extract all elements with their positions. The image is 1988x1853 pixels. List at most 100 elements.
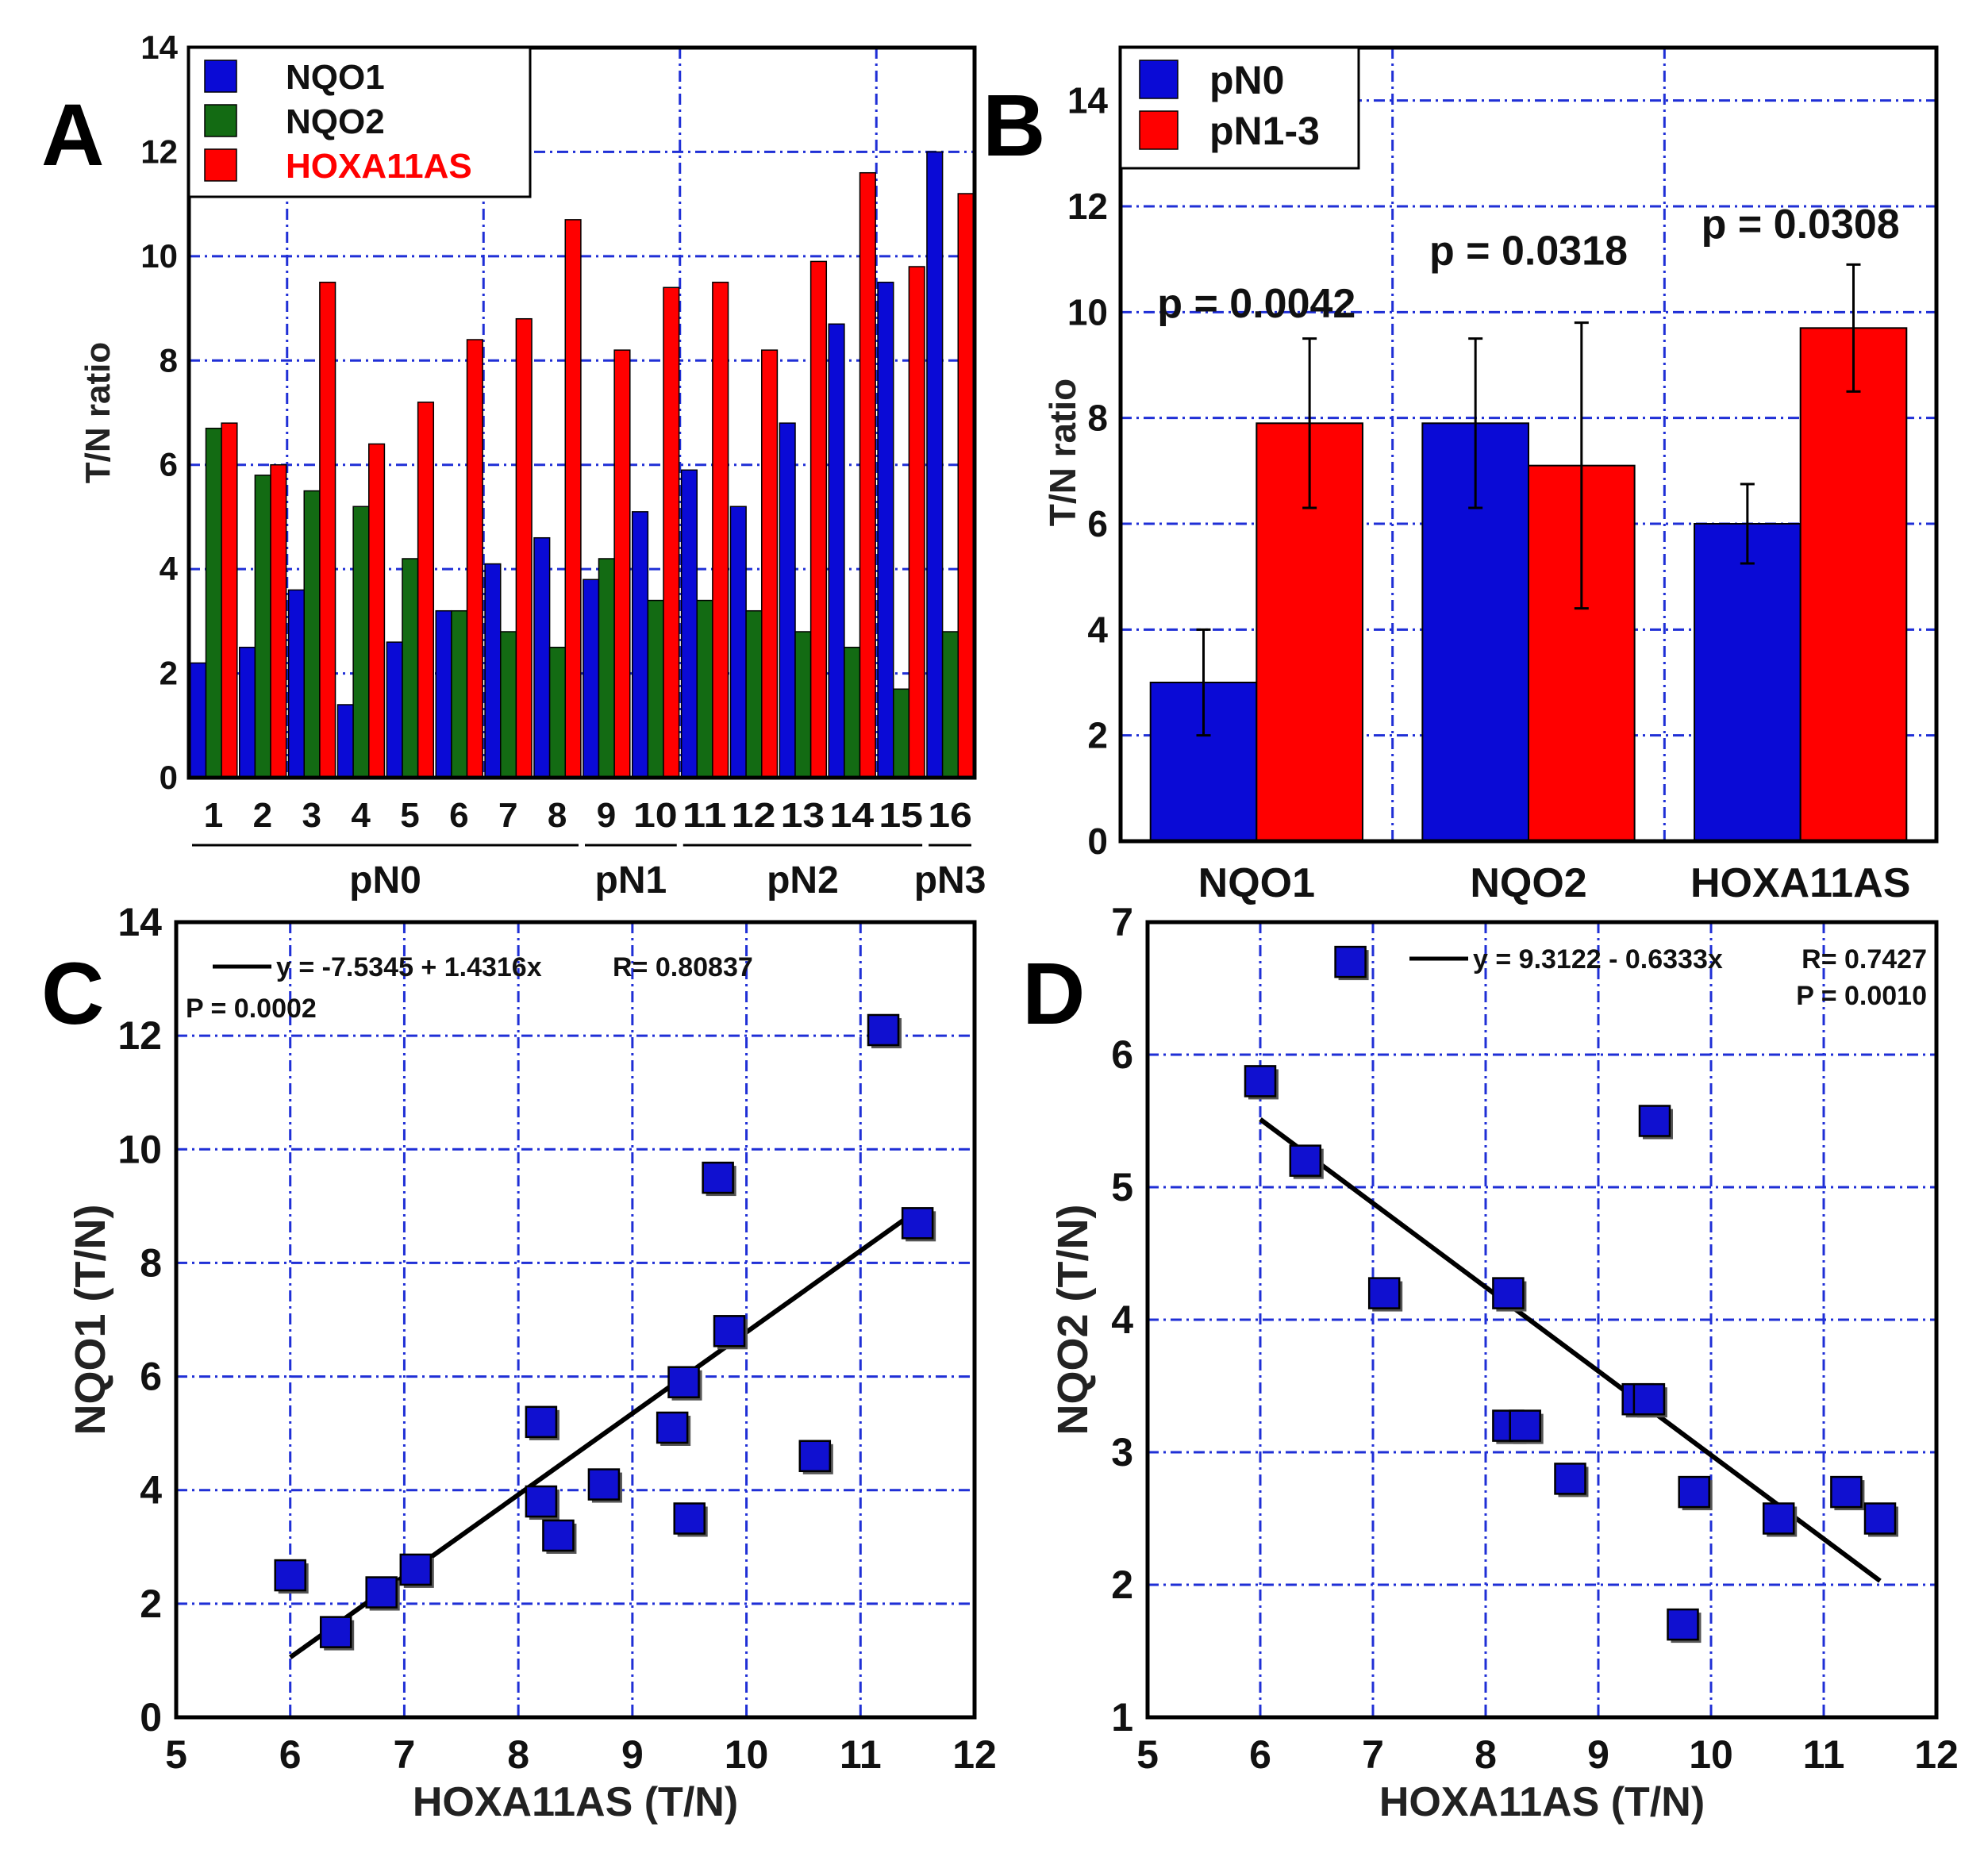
- panel-c-point: [587, 1468, 621, 1501]
- panel-a-category-label: 9: [597, 796, 616, 835]
- panel-a-bar-nqo1: [484, 563, 502, 778]
- panel-a-bar-nqo2: [647, 599, 664, 778]
- panel-a-bar-nqo1: [238, 646, 256, 778]
- panel-c-xtick: 12: [952, 1732, 997, 1777]
- panel-b-category-label: NQO1: [1198, 860, 1315, 906]
- panel-a-bar-hoxa11as: [809, 260, 828, 778]
- panel-d-xtick: 7: [1362, 1732, 1384, 1777]
- panel-b-bar-pn1-3: [1799, 327, 1908, 843]
- panel-a-bar-hoxa11as: [319, 281, 336, 778]
- panel-a-bar-nqo1: [386, 641, 403, 778]
- panel-c-point: [798, 1440, 832, 1473]
- panel-a-ytick: 0: [160, 759, 178, 796]
- panel-a-legend-swatch: [204, 148, 237, 182]
- panel-c-ytick: 12: [117, 1013, 162, 1058]
- panel-a-category-label: 6: [449, 796, 468, 835]
- panel-b-ytick: 2: [1087, 715, 1108, 756]
- panel-d-p-value: P = 0.0010: [1796, 981, 1927, 1011]
- panel-a-bar-hoxa11as: [712, 281, 729, 778]
- panel-d-frame: [1145, 920, 1939, 1720]
- panel-c-xtick: 10: [725, 1732, 769, 1777]
- panel-c-ytick: 8: [140, 1240, 162, 1285]
- panel-c-frame: [174, 920, 977, 1720]
- panel-a-bar-nqo2: [941, 631, 959, 778]
- panel-a-category-label: 11: [683, 796, 727, 835]
- panel-a-legend-label: HOXA11AS: [286, 147, 472, 186]
- panel-c-point: [399, 1553, 433, 1586]
- panel-a-bar-nqo2: [844, 646, 861, 778]
- panel-a-bar-hoxa11as: [368, 443, 386, 778]
- panel-c-p-value: P = 0.0002: [186, 994, 317, 1024]
- panel-a-category-label: 13: [781, 796, 825, 835]
- panel-letter-d: D: [1022, 945, 1085, 1043]
- panel-a-bar-nqo2: [696, 599, 713, 778]
- panel-b-ytick: 12: [1067, 186, 1108, 227]
- panel-a-bar-nqo2: [254, 475, 271, 778]
- panel-a-bar-nqo2: [402, 558, 419, 778]
- panel-d-point: [1638, 1105, 1671, 1137]
- panel-a-category-label: 8: [548, 796, 567, 835]
- panel-a-ytick: 8: [160, 341, 178, 379]
- panel-a-bar-nqo2: [205, 427, 222, 778]
- panel-d-ytick: 5: [1111, 1165, 1133, 1209]
- panel-a-bar-nqo1: [631, 511, 649, 778]
- panel-d-xtick: 12: [1914, 1732, 1959, 1777]
- panel-a-bar-nqo1: [779, 422, 796, 778]
- panel-a-ytick: 6: [160, 446, 178, 483]
- panel-a-legend-swatch: [204, 104, 237, 137]
- panel-a-bar-hoxa11as: [466, 339, 483, 778]
- panel-b-ytick: 8: [1087, 398, 1108, 439]
- panel-a-bar-hoxa11as: [613, 349, 631, 778]
- panel-a-bar-nqo1: [828, 323, 845, 778]
- panel-a-category-label: 4: [351, 796, 371, 835]
- panel-a-category-label: 5: [400, 796, 419, 835]
- panel-a-bar-nqo2: [499, 631, 517, 778]
- panel-a-category-label: 14: [829, 796, 874, 835]
- panel-a-bar-nqo2: [352, 506, 370, 778]
- panel-b-legend: pN0 pN1-3: [1119, 46, 1360, 170]
- panel-d-point: [1667, 1608, 1699, 1641]
- panel-a-bar-nqo1: [287, 589, 305, 778]
- panel-a-legend: NQO1 NQO2 HOXA11AS: [187, 46, 532, 198]
- panel-c-xtick: 7: [394, 1732, 416, 1777]
- panel-a-bar-nqo2: [794, 631, 812, 778]
- panel-c-point: [525, 1405, 558, 1439]
- panel-a-bar-hoxa11as: [957, 193, 975, 778]
- panel-a-bar-nqo2: [598, 558, 615, 778]
- panel-a-category-label: 3: [302, 796, 321, 835]
- panel-d-xtick: 9: [1587, 1732, 1609, 1777]
- panel-c-point: [525, 1485, 558, 1518]
- panel-a-bar-hoxa11as: [564, 219, 582, 778]
- panel-b-ytick: 4: [1087, 609, 1108, 650]
- panel-a-bar-hoxa11as: [417, 402, 435, 778]
- panel-c-point: [319, 1616, 352, 1648]
- panel-a-category-label: 7: [498, 796, 517, 835]
- panel-a-bar-nqo1: [877, 281, 894, 778]
- panel-c-xtick: 9: [621, 1732, 644, 1777]
- panel-a-bar-nqo2: [303, 490, 321, 778]
- panel-c-y-axis-label: NQO1 (T/N): [67, 1205, 114, 1436]
- panel-c-ytick: 10: [117, 1127, 162, 1171]
- panel-c-xtick: 8: [507, 1732, 529, 1777]
- panel-a-category-label: 12: [732, 796, 776, 835]
- panel-d-point: [1830, 1475, 1863, 1509]
- panel-a-category-label: 2: [253, 796, 272, 835]
- panel-b-legend-label: pN1-3: [1209, 109, 1320, 153]
- panel-a-ytick: 10: [140, 237, 178, 275]
- panel-d-equation: y = 9.3122 - 0.6333x: [1473, 944, 1723, 975]
- panel-b-ytick: 10: [1067, 291, 1108, 333]
- panel-a-ytick: 14: [140, 29, 178, 66]
- panel-c-point: [667, 1366, 700, 1398]
- panel-d-ytick: 6: [1111, 1032, 1133, 1077]
- panel-a-bar-nqo2: [451, 609, 468, 778]
- panel-d-point: [1762, 1502, 1795, 1535]
- panel-d-r-value: R= 0.7427: [1802, 944, 1927, 975]
- panel-c-point: [365, 1576, 398, 1609]
- panel-b-pvalue: p = 0.0308: [1702, 202, 1900, 248]
- panel-a-bar-nqo2: [548, 646, 567, 778]
- panel-a-bar-nqo1: [926, 151, 944, 778]
- panel-a-y-axis-label: T/N ratio: [79, 342, 117, 483]
- panel-c-x-axis-label: HOXA11AS (T/N): [413, 1779, 738, 1825]
- panel-b-y-axis-label: T/N ratio: [1042, 379, 1083, 527]
